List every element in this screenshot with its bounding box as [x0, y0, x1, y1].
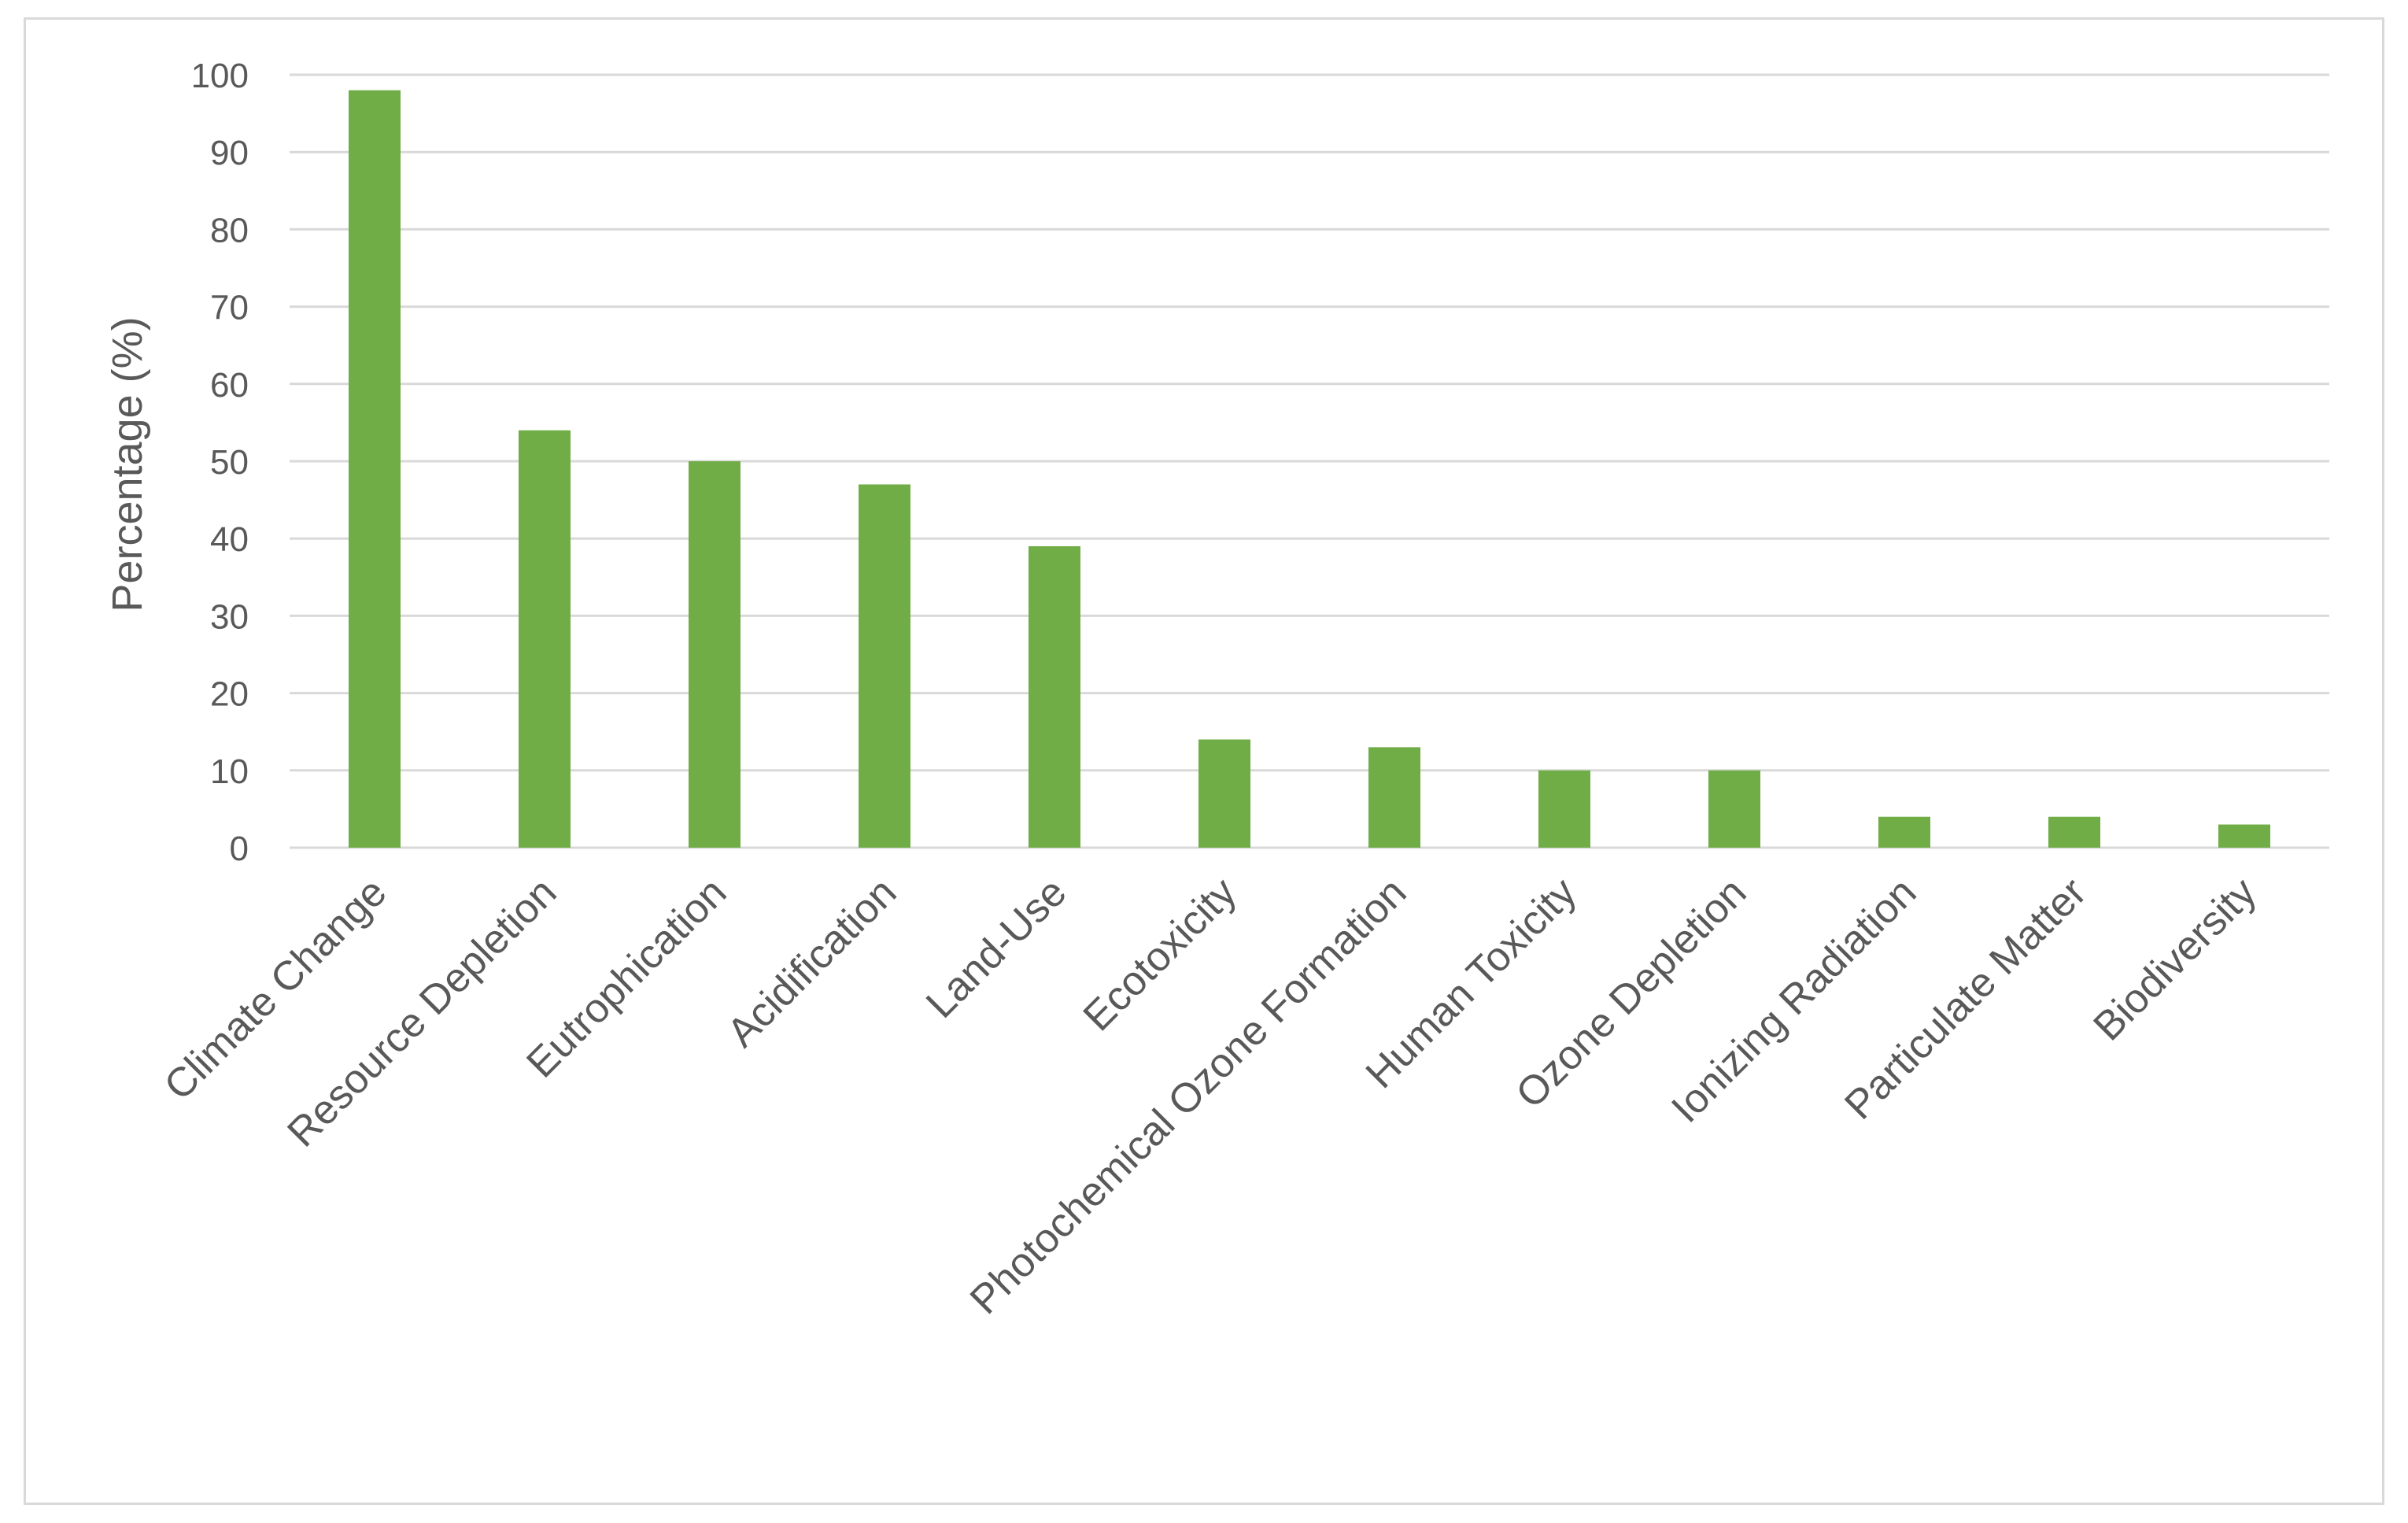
bar	[2218, 824, 2270, 848]
y-tick-label: 60	[210, 366, 249, 405]
bar	[1368, 747, 1420, 848]
gridlines	[290, 73, 2329, 849]
y-tick-label: 0	[230, 830, 249, 868]
bar	[1198, 739, 1250, 848]
y-tick-label: 80	[210, 211, 249, 250]
y-tick-label: 100	[191, 57, 249, 95]
y-axis-title: Percentage (%)	[104, 316, 151, 612]
bar	[519, 430, 571, 848]
bar	[349, 90, 401, 848]
x-tick-label: Acidification	[718, 869, 905, 1055]
x-tick-label: Biodiversity	[2085, 869, 2265, 1049]
y-tick-label: 50	[210, 443, 249, 482]
x-tick-label: Ecotoxicity	[1075, 869, 1246, 1040]
y-tick-label: 30	[210, 597, 249, 636]
bar	[1029, 546, 1080, 848]
bar	[1538, 770, 1590, 848]
x-tick-label: Land-Use	[918, 869, 1075, 1026]
y-tick-label: 40	[210, 520, 249, 559]
y-axis-ticks: 0 10 20 30 40 50 60 70 80 90 100	[191, 57, 249, 868]
bar	[2048, 816, 2100, 848]
y-tick-label: 10	[210, 752, 249, 791]
y-tick-label: 20	[210, 675, 249, 714]
bars	[349, 90, 2270, 848]
y-tick-label: 70	[210, 289, 249, 327]
bar	[859, 484, 910, 848]
bar	[1708, 770, 1760, 848]
y-tick-label: 90	[210, 134, 249, 172]
bar	[689, 461, 740, 848]
bar	[1878, 816, 1930, 848]
